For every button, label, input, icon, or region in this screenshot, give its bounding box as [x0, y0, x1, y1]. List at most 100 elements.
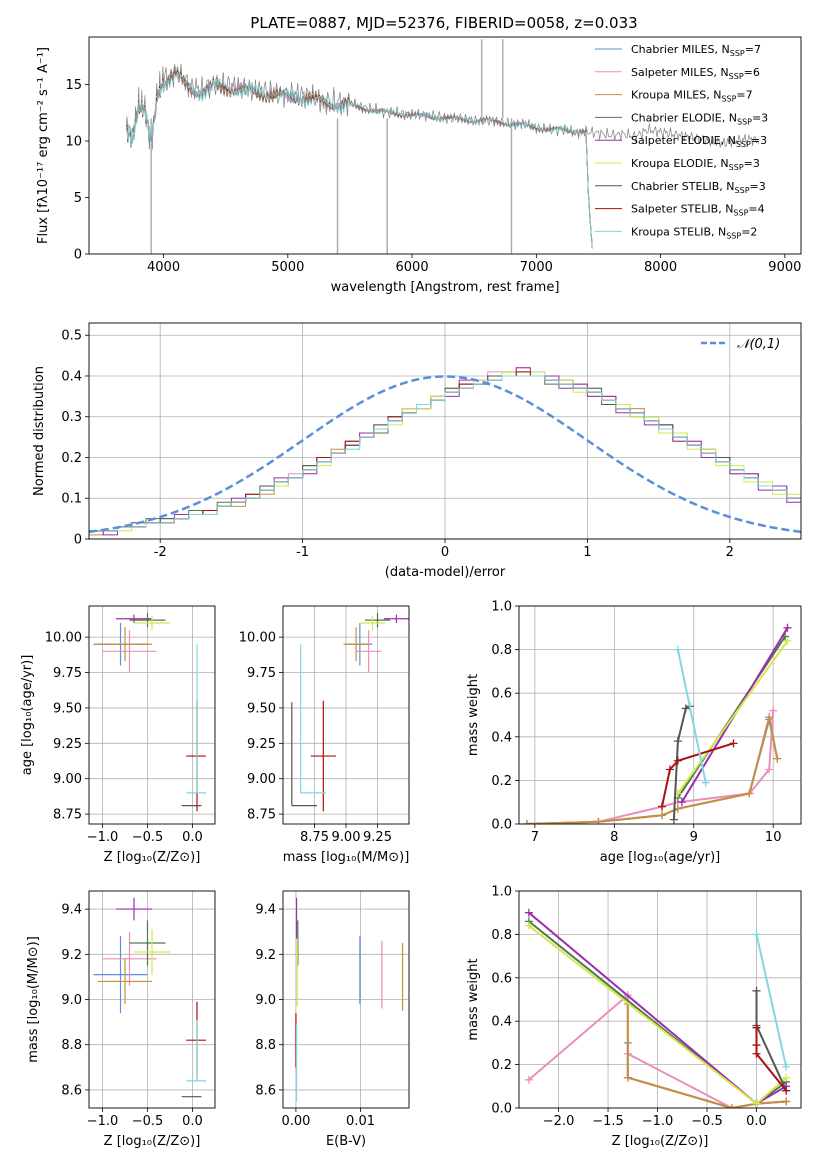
- y-tick-label: 10.00: [45, 631, 82, 646]
- series-point: [782, 1073, 791, 1082]
- massweight-vs-age-panel: 7 8 9 10 0.0 0.2 0.4 0.6 0.8 1.0 age [log₁₀(age/yr…: [466, 600, 802, 865]
- series-lines: [524, 908, 791, 1108]
- axes-frame: [88, 605, 216, 825]
- age-vs-metallicity-panel: −1.0 −0.5 0.0 8.75 9.00 9.25 9.50 9.75 10.00 Z [l…: [20, 605, 216, 865]
- series-point: [745, 789, 754, 798]
- y-tick-label: 9.25: [247, 737, 276, 752]
- errorbar-marks: [295, 897, 404, 1102]
- series-point: [623, 1073, 632, 1082]
- model-flux-line: [125, 66, 593, 249]
- axes-frame: [518, 605, 802, 825]
- y-tick-label: 0.8: [491, 643, 512, 658]
- y-tick-label: 0.6: [491, 687, 512, 702]
- x-tick-label: 0.01: [346, 1114, 375, 1129]
- series-point: [524, 921, 533, 930]
- series-line: [755, 934, 788, 1068]
- y-axis-label: Normed distribution: [32, 366, 47, 496]
- x-tick-label: 8: [610, 830, 618, 845]
- x-tick-label: 7000: [520, 260, 553, 275]
- x-tick-label: 2: [726, 545, 734, 560]
- figure-title: PLATE=0887, MJD=52376, FIBERID=0058, z=0…: [250, 14, 637, 32]
- y-tick-label: 1.0: [491, 885, 512, 900]
- y-tick-label: 9.75: [247, 666, 276, 681]
- axes-frame: [518, 890, 802, 1109]
- y-tick-label: 0.4: [491, 1015, 512, 1030]
- normal-reference-curve: [89, 375, 801, 534]
- x-tick-label: −1.0: [87, 830, 119, 845]
- series-point: [665, 765, 674, 774]
- y-tick-label: 1.0: [491, 600, 512, 615]
- series-point: [752, 1099, 761, 1108]
- y-axis-label: mass weight: [466, 674, 481, 756]
- x-tick-label: 0.00: [281, 1114, 310, 1129]
- errorbar-marks: [93, 897, 206, 1098]
- series-point: [752, 1023, 761, 1032]
- y-tick-label: 9.50: [247, 701, 276, 716]
- y-tick-label: 0.1: [61, 492, 82, 507]
- y-tick-label: 0.8: [491, 928, 512, 943]
- series-point: [522, 820, 531, 824]
- x-tick-label: 7: [531, 830, 539, 845]
- x-axis-label: Z [log₁₀(Z/Z⊙)]: [104, 1134, 201, 1149]
- y-tick-label: 0.2: [491, 774, 512, 789]
- series-point: [782, 1097, 791, 1106]
- y-tick-label: 8.6: [61, 1083, 82, 1098]
- errorbar-marks: [93, 613, 206, 812]
- x-tick-label: 9: [690, 830, 698, 845]
- x-tick-label: 0: [441, 545, 449, 560]
- legend-entry: Kroupa STELIB, NSSP=2: [631, 225, 757, 240]
- x-axis-label: Z [log₁₀(Z/Z⊙)]: [612, 1134, 709, 1149]
- legend-entry: Kroupa ELODIE, NSSP=3: [631, 157, 760, 172]
- model-flux-line: [125, 71, 593, 249]
- series-point: [752, 1049, 761, 1058]
- spectrum-lines: [125, 39, 760, 254]
- y-tick-label: 8.75: [53, 808, 82, 823]
- series-line: [672, 705, 691, 820]
- y-tick-label: 0.4: [491, 730, 512, 745]
- y-tick-label: 9.0: [61, 993, 82, 1008]
- series-point: [783, 636, 792, 645]
- series-point: [773, 754, 782, 763]
- massweight-vs-metallicity-panel: −2.0 −1.5 −1.0 −0.5 0.0 0.0 0.2 0.4 0.6 0.8 1.0 Z […: [466, 885, 802, 1149]
- series-point: [769, 706, 778, 715]
- age-vs-mass-panel: 8.75 9.00 9.258.759.009.259.509.7510.00mas…: [239, 605, 410, 865]
- y-tick-label: 9.50: [53, 701, 82, 716]
- x-tick-label: −1.5: [592, 1114, 624, 1129]
- x-tick-label: 4000: [147, 260, 180, 275]
- series-point: [524, 1075, 533, 1084]
- x-tick-label: -2: [154, 545, 167, 560]
- x-axis-label: age [log₁₀(age/yr)]: [600, 850, 721, 865]
- x-axis-label: mass [log₁₀(M/M⊙)]: [283, 850, 410, 865]
- legend-entry: Chabrier MILES, NSSP=7: [631, 43, 761, 58]
- series-point: [752, 1041, 761, 1050]
- series-point: [752, 986, 761, 995]
- y-tick-label: 9.2: [61, 948, 82, 963]
- y-tick-label: 9.00: [53, 772, 82, 787]
- y-tick-label: 8.75: [247, 808, 276, 823]
- y-axis-label: mass [log₁₀(M/M⊙)]: [26, 936, 41, 1063]
- y-tick-label: 9.4: [61, 903, 82, 918]
- series-point: [657, 811, 666, 820]
- y-tick-label: 0.3: [61, 410, 82, 425]
- y-axis-label: mass weight: [466, 958, 481, 1040]
- series-point: [765, 765, 774, 774]
- legend-entry: Salpeter STELIB, NSSP=4: [631, 203, 765, 218]
- spectrum-legend: Chabrier MILES, NSSP=7 Salpeter MILES, NS…: [595, 43, 768, 240]
- series-point: [524, 908, 533, 917]
- errorbar-marks: [291, 613, 409, 812]
- y-tick-label: 0.2: [491, 1058, 512, 1073]
- x-tick-label: 6000: [396, 260, 429, 275]
- x-axis-label: Z [log₁₀(Z/Z⊙)]: [104, 850, 201, 865]
- series-point: [727, 1104, 736, 1108]
- series-point: [677, 798, 686, 807]
- x-tick-label: 0.0: [182, 1114, 203, 1129]
- series-point: [782, 1062, 791, 1071]
- y-tick-label: 0.4: [61, 369, 82, 384]
- x-axis-label: E(B-V): [326, 1134, 366, 1149]
- series-line: [626, 1003, 787, 1108]
- y-tick-label: 10: [65, 134, 82, 149]
- x-tick-label: 8000: [644, 260, 677, 275]
- histogram-step: [89, 375, 801, 539]
- series-point: [673, 756, 682, 765]
- spectrum-panel: 4000 5000 6000 7000 8000 9000 0 5 10 15 wavelength…: [36, 36, 802, 295]
